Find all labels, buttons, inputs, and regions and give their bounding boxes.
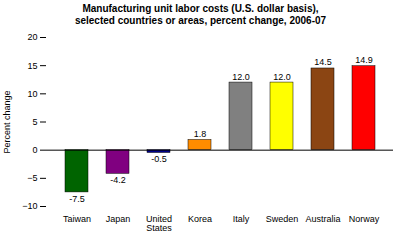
svg-text:12.0: 12.0 — [273, 72, 291, 82]
svg-text:15: 15 — [27, 61, 37, 71]
svg-text:Taiwan: Taiwan — [63, 214, 91, 224]
svg-text:UnitedStates: UnitedStates — [146, 214, 172, 233]
svg-text:−10: −10 — [22, 201, 37, 211]
svg-text:1.8: 1.8 — [194, 129, 207, 139]
svg-text:14.9: 14.9 — [355, 55, 373, 65]
svg-text:20: 20 — [27, 32, 37, 42]
svg-text:12.0: 12.0 — [232, 72, 250, 82]
svg-text:Italy: Italy — [233, 214, 250, 224]
svg-text:Sweden: Sweden — [266, 214, 299, 224]
svg-text:-7.5: -7.5 — [69, 194, 85, 204]
svg-text:0: 0 — [32, 145, 37, 155]
svg-text:Korea: Korea — [188, 214, 212, 224]
svg-text:−5: −5 — [27, 173, 37, 183]
svg-text:Norway: Norway — [349, 214, 380, 224]
html-text:Manufacturing unit labor costs: Manufacturing unit labor costs (U.S. dol… — [74, 3, 327, 26]
svg-text:10: 10 — [27, 89, 37, 99]
svg-text:Japan: Japan — [106, 214, 131, 224]
svg-text:-4.2: -4.2 — [110, 175, 126, 185]
svg-text:14.5: 14.5 — [314, 57, 332, 67]
svg-text:Australia: Australia — [305, 214, 340, 224]
svg-text:Percent change: Percent change — [2, 90, 12, 153]
svg-text:-0.5: -0.5 — [151, 154, 167, 164]
svg-text:5: 5 — [32, 117, 37, 127]
